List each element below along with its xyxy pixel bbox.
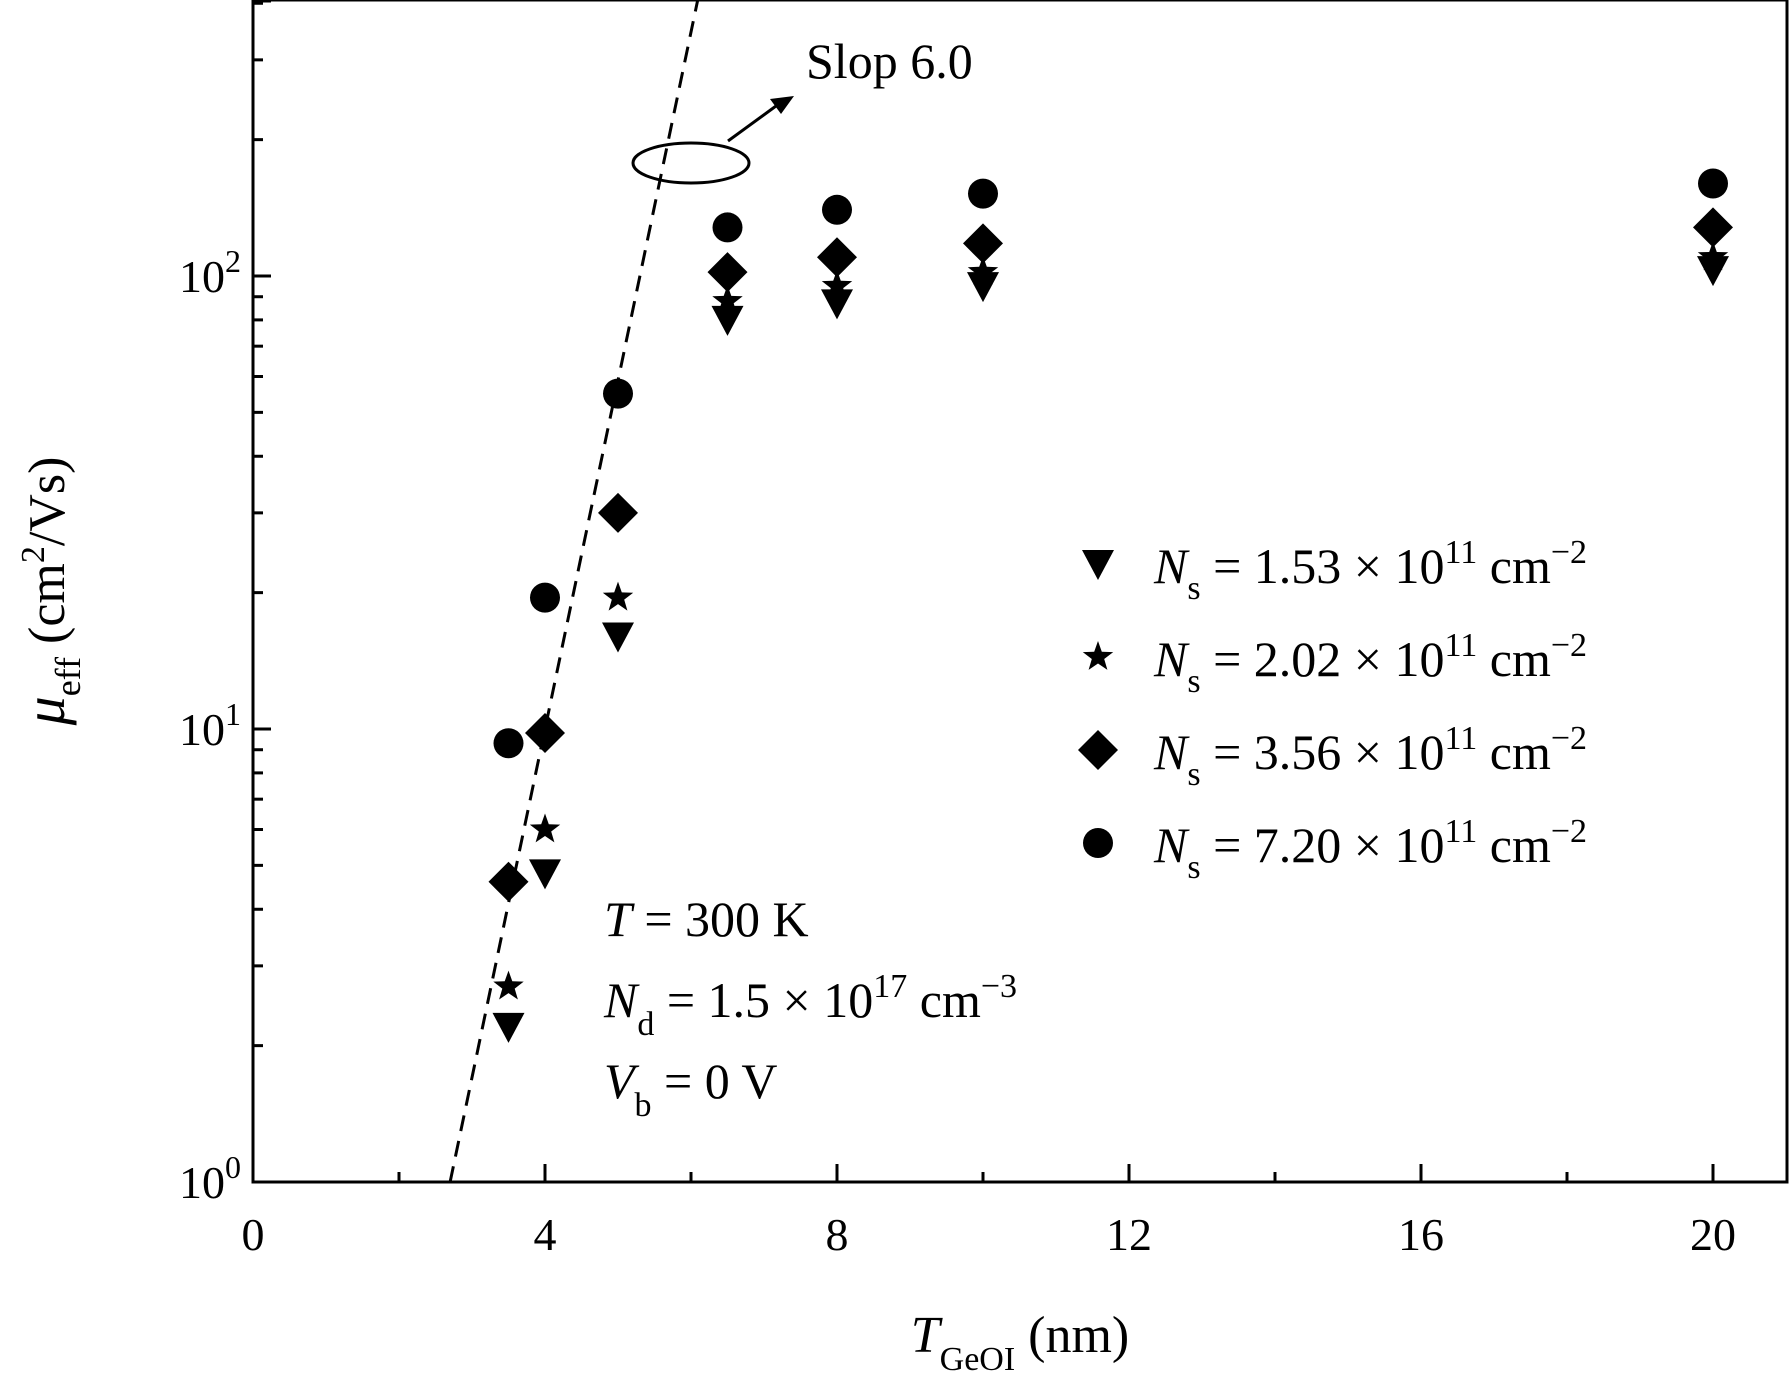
data-point-diamond bbox=[963, 223, 1003, 264]
data-point-circle bbox=[603, 378, 633, 409]
data-point-star bbox=[602, 581, 634, 611]
axes: 0 4 8 12 16 20 100 101 102 bbox=[179, 0, 1736, 1260]
x-axis-label: TGeOI (nm) bbox=[911, 1307, 1130, 1378]
data-point-star bbox=[493, 970, 524, 1000]
data-point-star bbox=[712, 285, 743, 315]
data-point-circle bbox=[530, 582, 560, 613]
data-point-triangle-down bbox=[602, 622, 634, 653]
plot-frame bbox=[251, 0, 1789, 1184]
condition-line: T = 300 K bbox=[604, 891, 809, 947]
data-point-diamond bbox=[525, 712, 565, 753]
data-point-diamond bbox=[707, 252, 748, 293]
legend-entry: Ns = 1.53 × 1011 cm−2 bbox=[1153, 534, 1587, 607]
slope-ellipse bbox=[631, 141, 751, 185]
data-point-diamond bbox=[817, 237, 857, 278]
condition-line: Vb = 0 V bbox=[604, 1053, 777, 1124]
slope-arrow-head bbox=[770, 96, 794, 114]
legend-entry: Ns = 3.56 × 1011 cm−2 bbox=[1153, 720, 1587, 793]
data-point-triangle-down bbox=[821, 289, 853, 320]
data-point-circle bbox=[493, 728, 524, 759]
legend-marker-circle bbox=[1083, 828, 1113, 858]
x-tick-label: 8 bbox=[826, 1209, 849, 1260]
legend-marker-star bbox=[1082, 641, 1114, 670]
axis-labels: TGeOI (nm) μeff (cm2/Vs) bbox=[12, 457, 1129, 1378]
condition-line: Nd = 1.5 × 1017 cm−3 bbox=[603, 968, 1017, 1043]
fit-line-group: Slop 6.0 bbox=[448, 0, 973, 1183]
data-point-triangle-down bbox=[711, 305, 744, 336]
data-point-triangle-down bbox=[529, 859, 561, 890]
data-point-circle bbox=[822, 194, 852, 225]
series-circle bbox=[493, 168, 1728, 759]
conditions-annotation: T = 300 K Nd = 1.5 × 1017 cm−3 Vb = 0 V bbox=[603, 891, 1017, 1124]
data-point-triangle-down bbox=[967, 272, 999, 303]
data-point-circle bbox=[1698, 168, 1728, 199]
data-point-triangle-down bbox=[492, 1012, 525, 1043]
slope-annotation: Slop 6.0 bbox=[806, 33, 973, 89]
data-point-star bbox=[529, 813, 561, 843]
data-point-star bbox=[967, 256, 999, 285]
data-point-diamond bbox=[488, 861, 529, 902]
legend-marker-diamond bbox=[1078, 730, 1118, 770]
data-points bbox=[488, 168, 1733, 1043]
y-tick-label: 101 bbox=[179, 696, 241, 755]
dashed-fit-line bbox=[448, 0, 700, 1183]
legend-marker-triangle-down bbox=[1082, 550, 1114, 580]
data-point-triangle-down bbox=[1697, 256, 1729, 287]
y-tick-label: 100 bbox=[179, 1149, 241, 1208]
data-point-circle bbox=[968, 178, 998, 209]
x-tick-label: 20 bbox=[1690, 1209, 1736, 1260]
y-axis-label: μeff (cm2/Vs) bbox=[12, 457, 88, 727]
data-point-diamond bbox=[598, 492, 638, 533]
slope-arrow-line bbox=[727, 104, 777, 143]
legend: Ns = 1.53 × 1011 cm−2 Ns = 2.02 × 1011 cm… bbox=[1078, 534, 1587, 886]
data-point-star bbox=[821, 270, 853, 299]
data-point-star bbox=[1697, 241, 1729, 271]
legend-entry: Ns = 7.20 × 1011 cm−2 bbox=[1153, 813, 1587, 886]
x-tick-label: 12 bbox=[1106, 1209, 1152, 1260]
x-tick-label: 4 bbox=[534, 1209, 557, 1260]
data-point-diamond bbox=[1693, 207, 1733, 248]
series-star bbox=[493, 241, 1729, 1000]
x-tick-label: 16 bbox=[1398, 1209, 1444, 1260]
x-tick-label: 0 bbox=[242, 1209, 265, 1260]
series-diamond bbox=[488, 207, 1733, 902]
legend-entry: Ns = 2.02 × 1011 cm−2 bbox=[1153, 627, 1587, 700]
y-tick-label: 102 bbox=[179, 243, 241, 302]
data-point-circle bbox=[712, 212, 743, 243]
